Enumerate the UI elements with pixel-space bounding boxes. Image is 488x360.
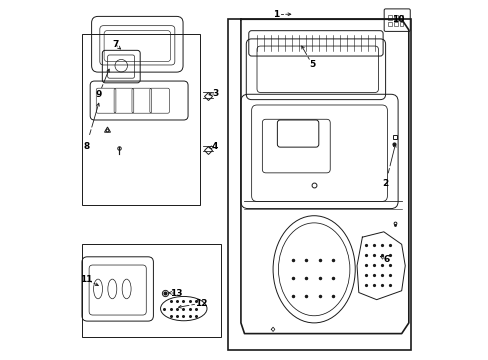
Text: 6: 6 (383, 255, 388, 264)
Text: 9: 9 (95, 90, 102, 99)
Bar (393, 22, 397, 26)
Text: 5: 5 (308, 60, 315, 69)
Text: 2: 2 (382, 179, 388, 188)
Bar (82, 244, 221, 337)
Text: 3: 3 (212, 89, 218, 98)
Bar (393, 15, 397, 20)
Bar (399, 22, 403, 26)
Bar (387, 22, 391, 26)
Text: 10: 10 (391, 15, 404, 24)
Bar (387, 15, 391, 20)
Bar (82, 33, 200, 205)
Bar (228, 19, 410, 350)
Text: 4: 4 (212, 142, 218, 151)
Text: 12: 12 (194, 299, 207, 308)
Text: 8: 8 (83, 141, 89, 150)
Text: 11: 11 (80, 275, 92, 284)
Text: 1: 1 (273, 10, 279, 19)
Text: 7: 7 (112, 40, 118, 49)
Bar (399, 15, 403, 20)
Text: 13: 13 (170, 289, 183, 298)
